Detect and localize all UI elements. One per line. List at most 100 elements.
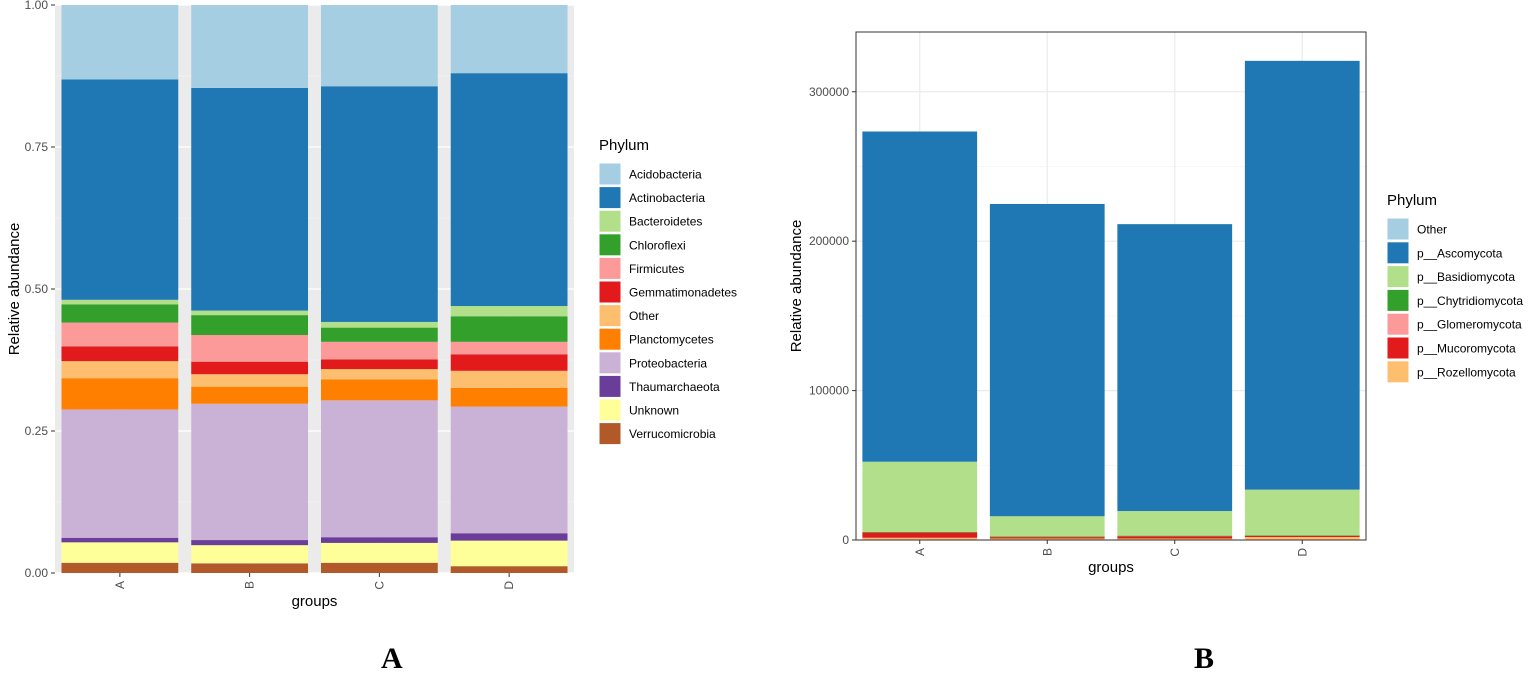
chart-a-bar-B-chloroflexi [191,315,309,336]
chart-a-bar-C-other [320,369,438,380]
chart-b-bar-A-p-ascomycota [862,131,978,462]
chart-a-bar-A-unknown [61,542,179,563]
chart-a-bar-D-bacteroidetes [450,306,568,317]
chart-a-x-tick-label: A [113,581,127,589]
chart-b-bar-D-p-mucoromycota [1244,535,1360,538]
chart-b-bar-D-p-chytridiomycota [1244,535,1360,536]
chart-a-x-axis-title: groups [292,593,338,610]
chart-a-bar-C-actinobacteria [320,86,438,322]
chart-a-bar-D-firmicutes [450,341,568,355]
chart-a-legend-label: Verrucomicrobia [629,427,716,441]
chart-b-legend-label: p__Glomeromycota [1417,318,1522,332]
chart-a-bar-C-unknown [320,542,438,563]
chart-a-legend-label: Gemmatimonadetes [629,286,737,300]
chart-b-legend-key-p-chytridiomycota [1386,288,1410,312]
chart-a-y-tick-label: 0.25 [25,424,49,438]
chart-b-legend-key-p-basidiomycota [1386,265,1410,289]
chart-a-bar-B-firmicutes [191,335,309,362]
chart-b-legend-label: p__Ascomycota [1417,246,1503,260]
chart-a-bar-C-verrucomicrobia [320,562,438,573]
chart-b-x-tick-label: A [913,548,927,556]
chart-a-y-tick-label: 0.00 [25,566,49,580]
chart-a-bar-A-proteobacteria [61,409,179,538]
chart-a-legend-key-firmicutes [598,256,622,280]
panel-label-b: B [1194,642,1215,675]
chart-b-y-tick-label: 200000 [809,234,849,248]
chart-b-bar-C-p-mucoromycota [1117,536,1233,539]
chart-a-y-tick-label: 0.50 [25,282,49,296]
chart-a-y-tick-label: 0.75 [25,140,49,154]
chart-a-bar-C-planctomycetes [320,379,438,401]
chart-a-bar-C-thaumarchaeota [320,537,438,543]
chart-a-bar-A-planctomycetes [61,378,179,410]
chart-a-bar-A-verrucomicrobia [61,562,179,573]
chart-a-bar-A-bacteroidetes [61,299,179,305]
chart-a-bar-C-bacteroidetes [320,321,438,328]
chart-b-bar-A-p-basidiomycota [862,461,978,532]
chart-a-legend-key-thaumarchaeota [598,374,622,398]
chart-a-bar-D-verrucomicrobia [450,566,568,573]
chart-a-legend-label: Unknown [629,404,679,418]
chart-b-bar-D-p-ascomycota [1244,60,1360,490]
chart-b-x-tick-label: D [1295,548,1309,557]
chart-a-bar-C-acidobacteria [320,5,438,87]
chart-b-legend-key-p-mucoromycota [1386,336,1410,360]
chart-a-y-axis-title: Relative abundance [6,223,23,356]
chart-a-legend-label: Acidobacteria [629,168,702,182]
chart-a-legend-label: Other [629,309,659,323]
chart-a-bar-C-gemmatimonadetes [320,359,438,370]
chart-a-legend-key-bacteroidetes [598,209,622,233]
chart-a-x-tick-label: D [502,581,516,590]
chart-b-y-tick-label: 100000 [809,384,849,398]
chart-a-bar-B-unknown [191,545,309,564]
chart-a-bar-A-other [61,361,179,379]
chart-a-legend-label: Bacteroidetes [629,215,702,229]
chart-a-legend-label: Firmicutes [629,262,684,276]
chart-a-legend-label: Planctomycetes [629,333,714,347]
chart-a-bar-D-unknown [450,540,568,567]
chart-a-bar-B-actinobacteria [191,87,309,311]
chart-a-legend-label: Thaumarchaeota [629,380,720,394]
chart-b-y-tick-label: 300000 [809,85,849,99]
chart-a-bar-B-proteobacteria [191,403,309,541]
chart-a-bar-B-planctomycetes [191,386,309,404]
chart-a-bar-B-verrucomicrobia [191,563,309,573]
chart-a-legend-key-acidobacteria [598,162,622,186]
chart-b-legend-key-p-rozellomycota [1386,360,1410,384]
chart-b-bar-C-p-chytridiomycota [1117,535,1233,537]
chart-a-legend-key-planctomycetes [598,327,622,351]
chart-b-y-tick-label: 0 [842,533,849,547]
chart-a-bar-C-chloroflexi [320,327,438,342]
chart-b-bar-D-p-rozellomycota [1244,537,1360,540]
chart-a-bar-D-chloroflexi [450,316,568,342]
chart-a-legend-key-chloroflexi [598,233,622,257]
panel-label-a: A [381,642,403,675]
chart-b-panel-border [855,31,1367,541]
chart-a-legend-key-unknown [598,398,622,422]
chart-b-x-tick-label: B [1040,548,1054,556]
chart-a-x-tick-label: C [372,581,386,590]
chart-a-bar-D-acidobacteria [450,5,568,74]
chart-b-bar-B-p-mucoromycota [989,537,1105,539]
chart-a-legend-label: Chloroflexi [629,238,686,252]
chart-a-y-tick-label: 1.00 [25,0,49,12]
chart-b-legend-title: Phylum [1387,192,1437,209]
chart-b-bar-A-p-mucoromycota [862,532,978,538]
chart-a-bar-B-gemmatimonadetes [191,361,309,375]
chart-a-bar-A-firmicutes [61,322,179,347]
chart-a-bar-A-gemmatimonadetes [61,346,179,362]
chart-b-legend-label: Other [1417,223,1447,237]
chart-b-legend-key-p-ascomycota [1386,241,1410,265]
chart-b-bar-C-p-rozellomycota [1117,538,1233,540]
chart-a-bar-D-other [450,370,568,388]
chart-a-bar-B-thaumarchaeota [191,540,309,546]
chart-b-bar-B-p-ascomycota [989,203,1105,517]
chart-b-x-axis-title: groups [1088,559,1134,576]
chart-b-legend-label: p__Chytridiomycota [1417,294,1523,308]
chart-a-bar-B-acidobacteria [191,5,309,88]
chart-b-bar-B-p-rozellomycota [989,538,1105,540]
chart-b-legend-label: p__Rozellomycota [1417,365,1516,379]
chart-a-legend-key-actinobacteria [598,186,622,210]
